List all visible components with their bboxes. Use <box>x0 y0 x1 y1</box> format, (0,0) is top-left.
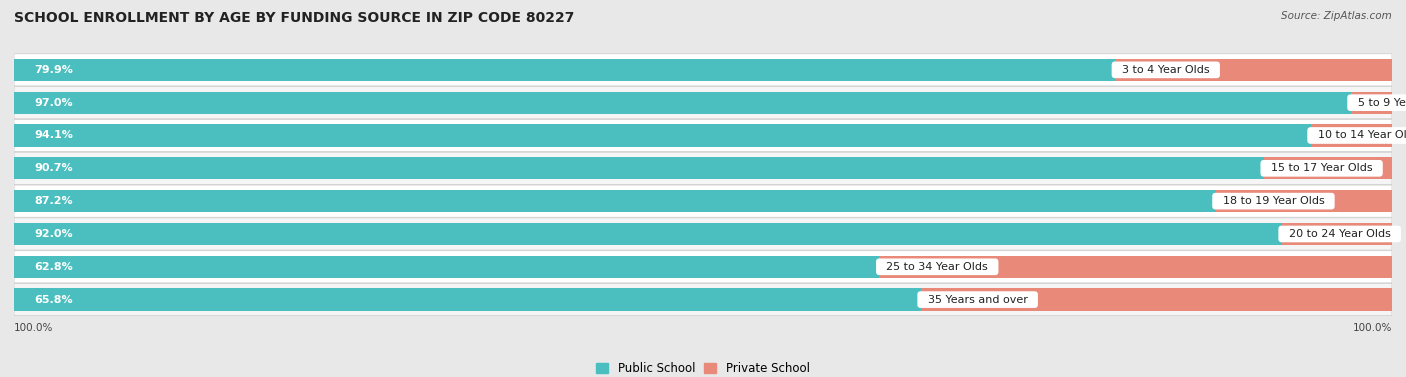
Text: SCHOOL ENROLLMENT BY AGE BY FUNDING SOURCE IN ZIP CODE 80227: SCHOOL ENROLLMENT BY AGE BY FUNDING SOUR… <box>14 11 575 25</box>
Bar <box>14 124 1310 147</box>
Text: 79.9%: 79.9% <box>35 65 73 75</box>
Text: Source: ZipAtlas.com: Source: ZipAtlas.com <box>1281 11 1392 21</box>
Text: 62.8%: 62.8% <box>35 262 73 272</box>
Text: 94.1%: 94.1% <box>35 130 73 141</box>
Text: 97.0%: 97.0% <box>35 98 73 108</box>
Bar <box>1282 223 1392 245</box>
Bar <box>921 288 1392 311</box>
Bar <box>1310 124 1392 147</box>
Text: 35 Years and over: 35 Years and over <box>921 294 1035 305</box>
Bar <box>1115 59 1392 81</box>
FancyBboxPatch shape <box>14 152 1392 184</box>
Text: 10 to 14 Year Olds: 10 to 14 Year Olds <box>1310 130 1406 141</box>
Bar <box>14 288 921 311</box>
Text: 65.8%: 65.8% <box>35 294 73 305</box>
Bar <box>1351 92 1392 114</box>
FancyBboxPatch shape <box>14 54 1392 86</box>
Text: 100.0%: 100.0% <box>14 323 53 333</box>
Bar <box>14 59 1115 81</box>
FancyBboxPatch shape <box>14 218 1392 250</box>
FancyBboxPatch shape <box>14 87 1392 119</box>
FancyBboxPatch shape <box>14 120 1392 152</box>
Text: 5 to 9 Year Old: 5 to 9 Year Old <box>1351 98 1406 108</box>
Bar <box>1264 157 1392 179</box>
Bar <box>14 223 1282 245</box>
Text: 18 to 19 Year Olds: 18 to 19 Year Olds <box>1216 196 1331 206</box>
FancyBboxPatch shape <box>14 251 1392 283</box>
Legend: Public School, Private School: Public School, Private School <box>592 357 814 377</box>
FancyBboxPatch shape <box>14 284 1392 316</box>
Bar <box>14 92 1351 114</box>
Text: 92.0%: 92.0% <box>35 229 73 239</box>
Bar <box>14 256 879 278</box>
Bar <box>879 256 1392 278</box>
Text: 25 to 34 Year Olds: 25 to 34 Year Olds <box>879 262 995 272</box>
Text: 90.7%: 90.7% <box>35 163 73 173</box>
Text: 3 to 4 Year Olds: 3 to 4 Year Olds <box>1115 65 1216 75</box>
Bar <box>14 190 1216 212</box>
Bar <box>1216 190 1393 212</box>
Text: 20 to 24 Year Olds: 20 to 24 Year Olds <box>1282 229 1398 239</box>
Text: 15 to 17 Year Olds: 15 to 17 Year Olds <box>1264 163 1379 173</box>
Bar <box>14 157 1264 179</box>
FancyBboxPatch shape <box>14 185 1392 217</box>
Text: 87.2%: 87.2% <box>35 196 73 206</box>
Text: 100.0%: 100.0% <box>1353 323 1392 333</box>
